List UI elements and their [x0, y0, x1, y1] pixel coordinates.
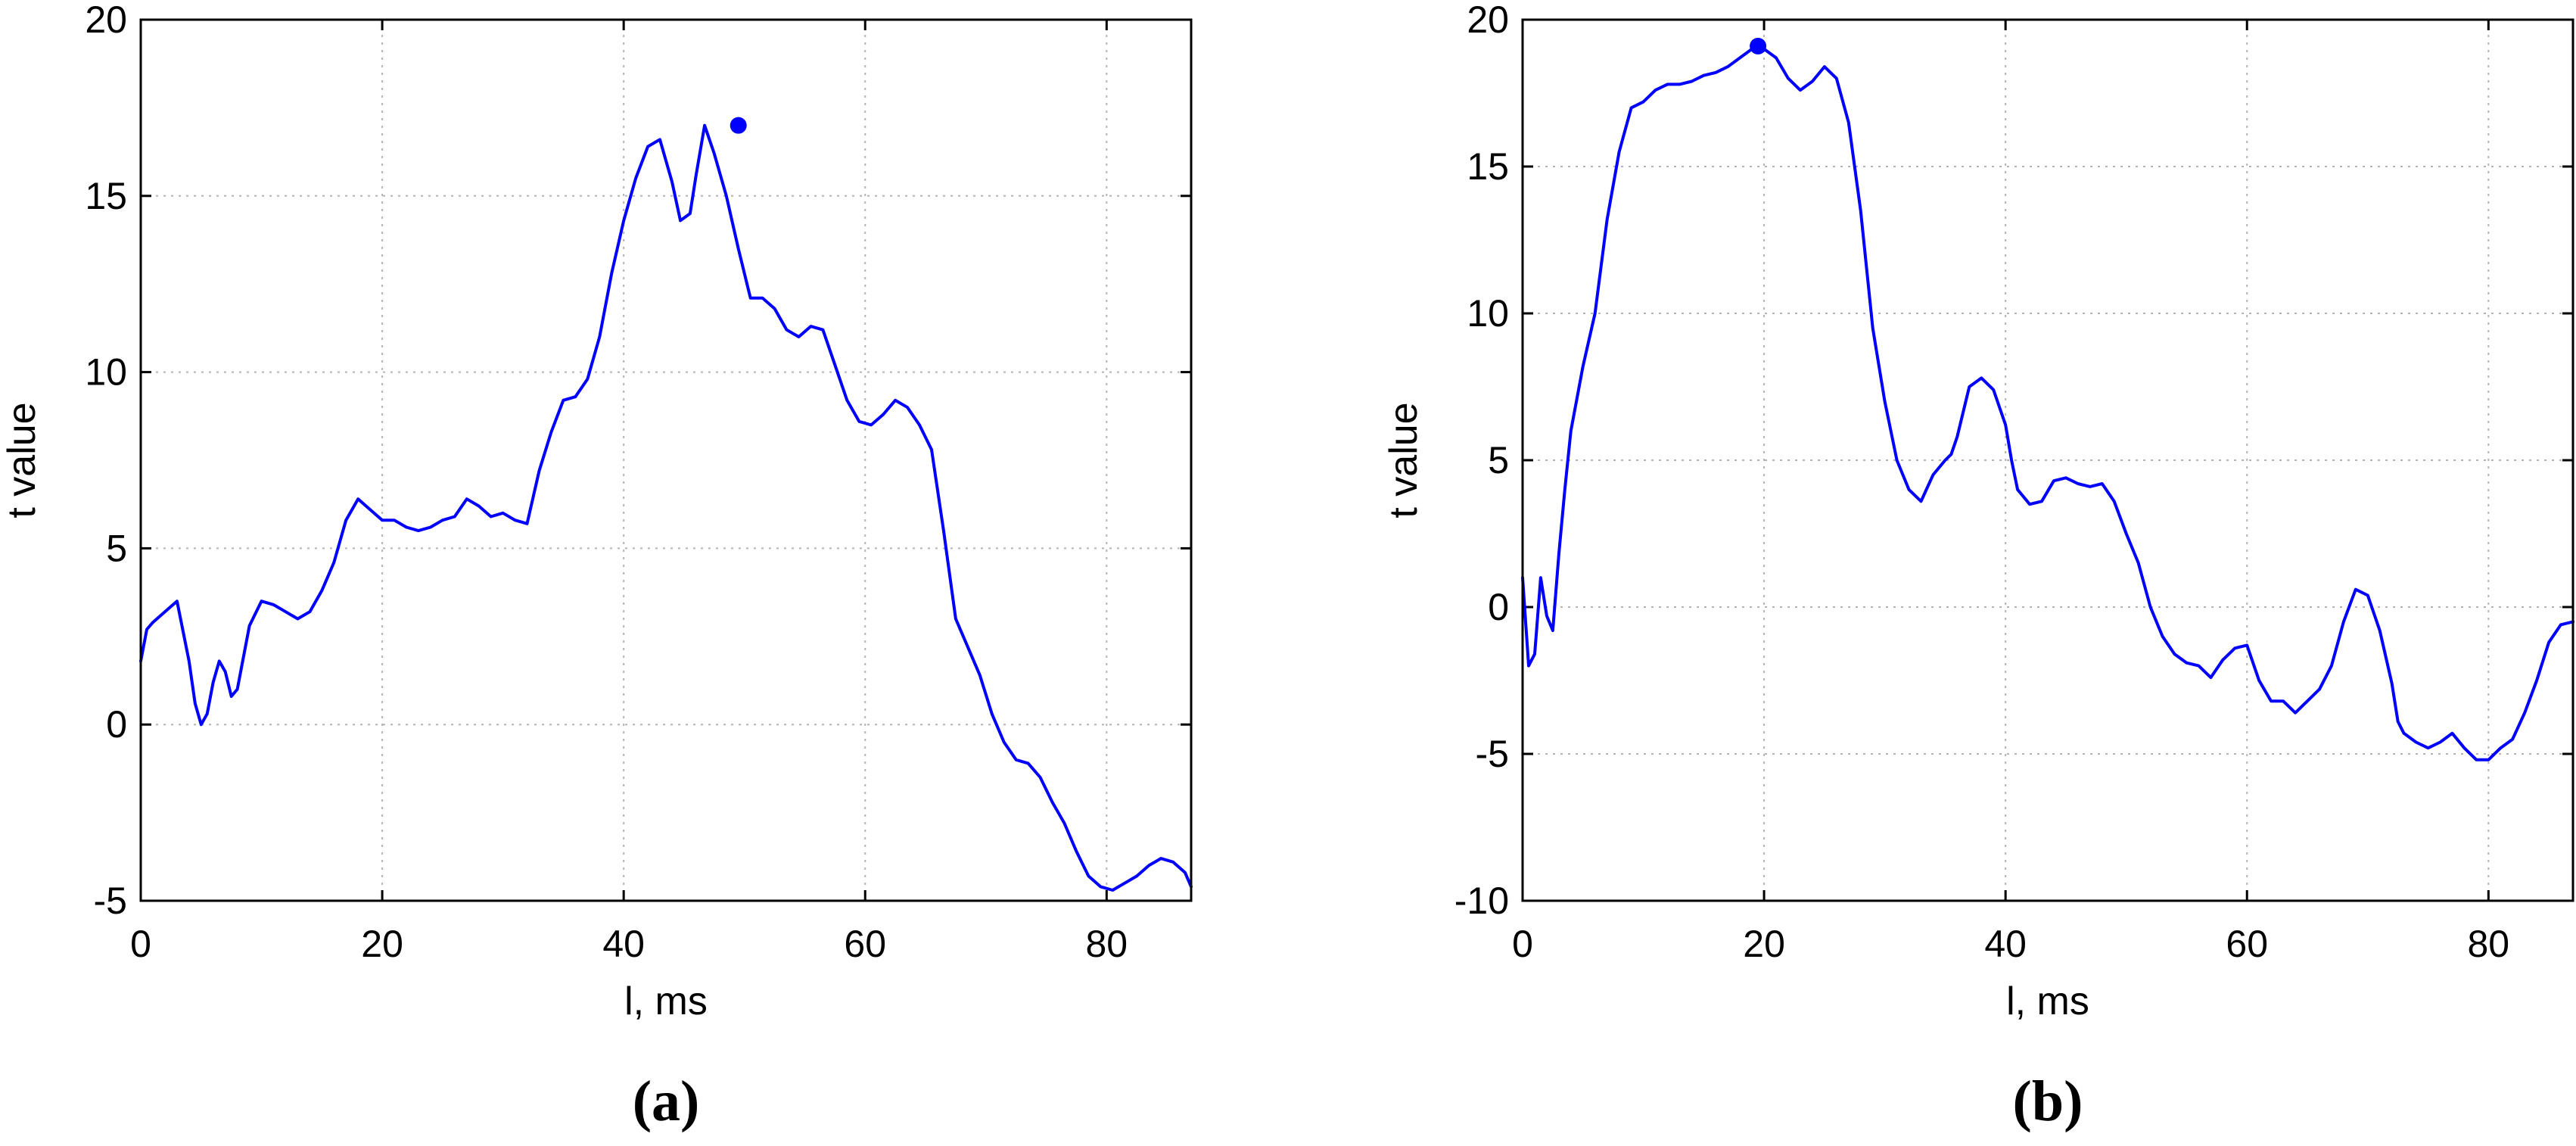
x-tick-label: 40 — [1984, 923, 2027, 965]
y-tick-label: 0 — [106, 703, 127, 746]
x-tick-label: 20 — [361, 923, 403, 965]
x-tick-label: 20 — [1743, 923, 1785, 965]
y-tick-label: 10 — [85, 351, 127, 394]
y-tick-label: 10 — [1467, 292, 1509, 335]
y-tick-label: 5 — [106, 527, 127, 569]
y-tick-label: 0 — [1488, 586, 1509, 628]
y-tick-label: -5 — [94, 880, 127, 922]
y-tick-label: -5 — [1476, 733, 1509, 775]
y-tick-label: 15 — [85, 175, 127, 217]
peak-marker — [730, 117, 747, 134]
plot-frame — [139, 18, 1193, 902]
y-tick-label: 20 — [85, 0, 127, 41]
y-axis-label: t value — [0, 402, 44, 518]
x-axis-label: l, ms — [2006, 979, 2089, 1023]
x-tick-label: 0 — [130, 923, 151, 965]
peak-marker — [1750, 37, 1767, 54]
panel-label: (a) — [633, 1070, 700, 1133]
x-tick-label: 60 — [844, 923, 886, 965]
plot-frame — [1521, 18, 2574, 902]
y-axis-label: t value — [1382, 402, 1426, 518]
y-tick-label: 5 — [1488, 439, 1509, 481]
x-tick-label: 60 — [2226, 923, 2268, 965]
series-line-1 — [139, 123, 1193, 892]
x-tick-label: 80 — [1086, 923, 1128, 965]
x-tick-label: 0 — [1512, 923, 1533, 965]
x-tick-label: 40 — [602, 923, 645, 965]
y-tick-label: 20 — [1467, 0, 1509, 41]
x-tick-label: 80 — [2468, 923, 2510, 965]
series-line-1 — [1521, 44, 2574, 761]
x-axis-label: l, ms — [624, 979, 708, 1023]
y-tick-label: 15 — [1467, 145, 1509, 188]
panel-label: (b) — [2013, 1070, 2083, 1133]
y-tick-label: -10 — [1454, 880, 1509, 922]
chart-panel-2: 0 20 40 60 80 -10 -5 0 5 10 15 20 l, ms t value (b) — [1382, 0, 2574, 1133]
